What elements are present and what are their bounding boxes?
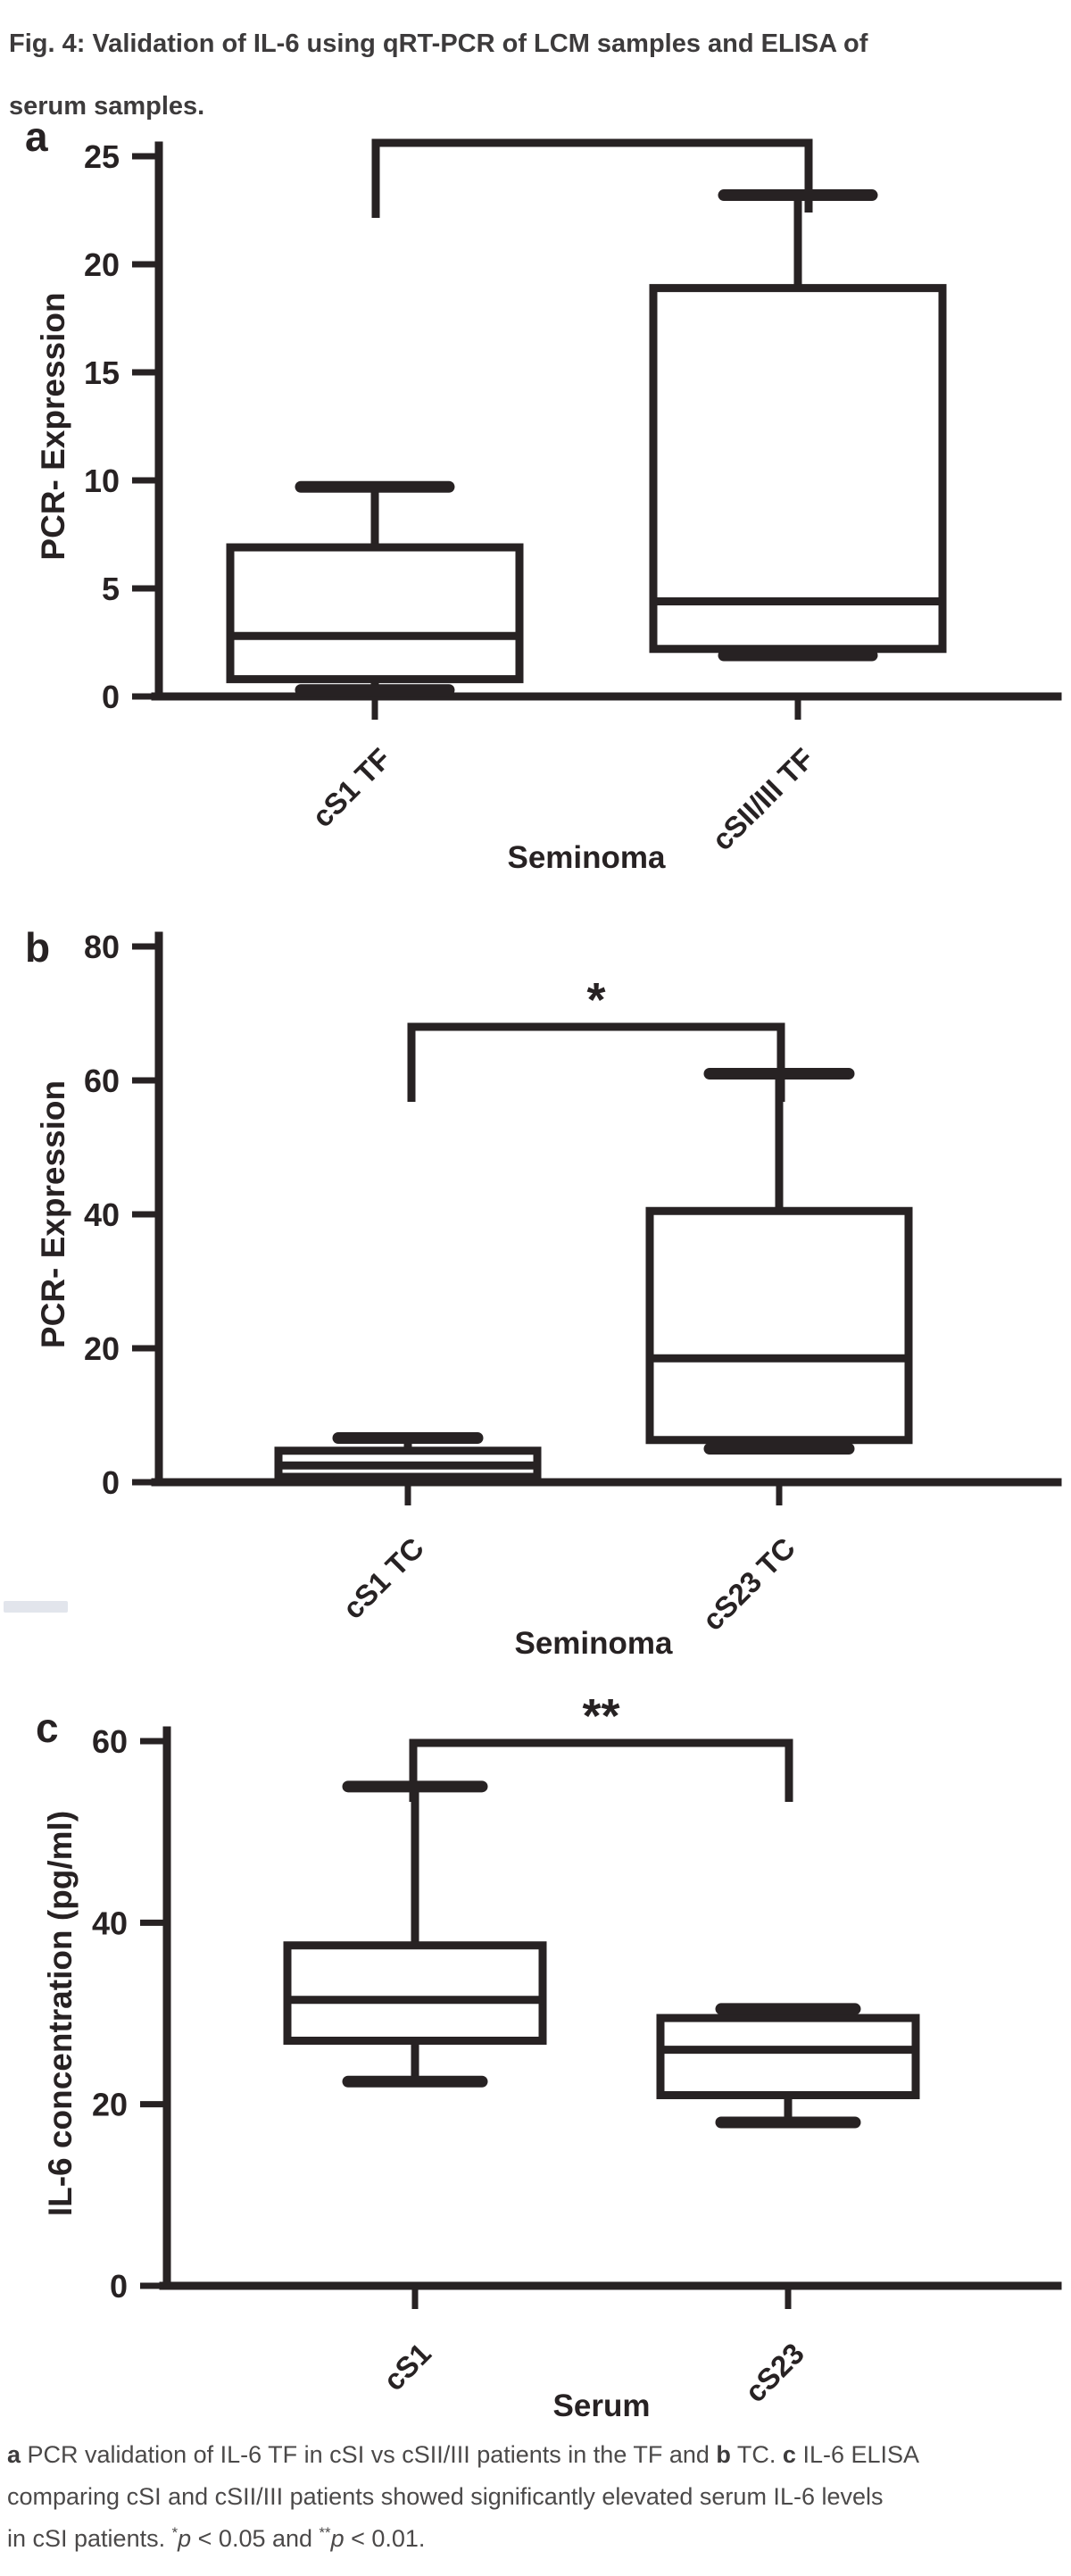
- box-cSII/III TF: [649, 284, 947, 654]
- y-axis-title: PCR- Expression: [35, 1080, 71, 1348]
- panel-c-ytick: 20: [92, 2087, 128, 2123]
- significance-bracket: [409, 1738, 793, 1802]
- xtick-label-cSII/III TF: cSII/III TF: [705, 742, 820, 857]
- figure-title-line-2: serum samples.: [9, 92, 205, 121]
- significance-bracket: [407, 1022, 785, 1102]
- caption-line-2: comparing cSI and cSII/III patients show…: [7, 2483, 884, 2510]
- panel-b-ytick: 80: [84, 929, 120, 965]
- panel-b-ytick: 60: [84, 1063, 120, 1099]
- panel-b-ytick: 20: [84, 1330, 120, 1367]
- panel-a-ytick: 15: [84, 354, 120, 391]
- panel-a-ytick: 10: [84, 463, 120, 499]
- panel-b: 0 20 40 60 80 cS1 TC cS23 TC * PCR- Expression Se…: [35, 929, 1062, 1661]
- panel-b-ytick: 40: [84, 1196, 120, 1233]
- x-axis-title: Serum: [553, 2388, 651, 2423]
- panel-a-ytick: 5: [102, 571, 120, 607]
- xtick-label-cS23 TC: cS23 TC: [696, 1531, 801, 1637]
- box-cS1: [283, 1941, 547, 2045]
- caption-line-1: a PCR validation of IL-6 TF in cSI vs cS…: [7, 2441, 920, 2468]
- y-axis-title: PCR- Expression: [35, 292, 71, 560]
- box-cS1 TF: [226, 543, 524, 684]
- panel-a-ytick: 25: [84, 138, 120, 175]
- x-axis-title: Seminoma: [515, 1626, 674, 1661]
- panel-c-ytick: 40: [92, 1905, 128, 1941]
- significance-bracket: [371, 138, 813, 218]
- panel-c: 0 20 40 60 cS1 cS23 ** IL-6 concentration (pg/m…: [42, 1689, 1062, 2423]
- xtick-label-cS23: cS23: [738, 2337, 810, 2409]
- x-axis-title: Seminoma: [508, 840, 667, 875]
- panel-c-ytick: 0: [110, 2268, 128, 2305]
- panel-a-ytick: 0: [102, 679, 120, 715]
- figure-title: Fig. 4: Validation of IL-6 using qRT-PCR…: [9, 13, 1062, 138]
- significance-stars: *: [586, 973, 605, 1027]
- caption-line-3: in cSI patients. *p < 0.05 and **p < 0.0…: [7, 2524, 426, 2552]
- xtick-label-cS1 TF: cS1 TF: [305, 742, 397, 834]
- box-cS23: [656, 2013, 920, 2099]
- figure-title-line-1: Fig. 4: Validation of IL-6 using qRT-PCR…: [9, 29, 868, 58]
- panel-b-label: b: [25, 924, 51, 971]
- xtick-label-cS1: cS1: [377, 2337, 437, 2397]
- panel-c-ytick: 60: [92, 1723, 128, 1760]
- panel-c-label: c: [36, 1705, 59, 1751]
- y-axis-title: IL-6 concentration (pg/ml): [42, 1811, 79, 2216]
- panel-a-ytick: 20: [84, 246, 120, 283]
- figure-caption: a PCR validation of IL-6 TF in cSI vs cS…: [7, 2434, 1060, 2560]
- panel-a: 0 5 10 15 20 25 cS1 TF cSII/III TF PCR- Expressi…: [35, 138, 1062, 875]
- xtick-label-cS1 TC: cS1 TC: [336, 1531, 430, 1625]
- box-cS23 TC: [645, 1206, 913, 1445]
- scan-artifact: [4, 1601, 68, 1613]
- panel-a-label: a: [25, 113, 48, 160]
- panel-b-ytick: 0: [102, 1464, 120, 1501]
- significance-stars: **: [582, 1689, 619, 1743]
